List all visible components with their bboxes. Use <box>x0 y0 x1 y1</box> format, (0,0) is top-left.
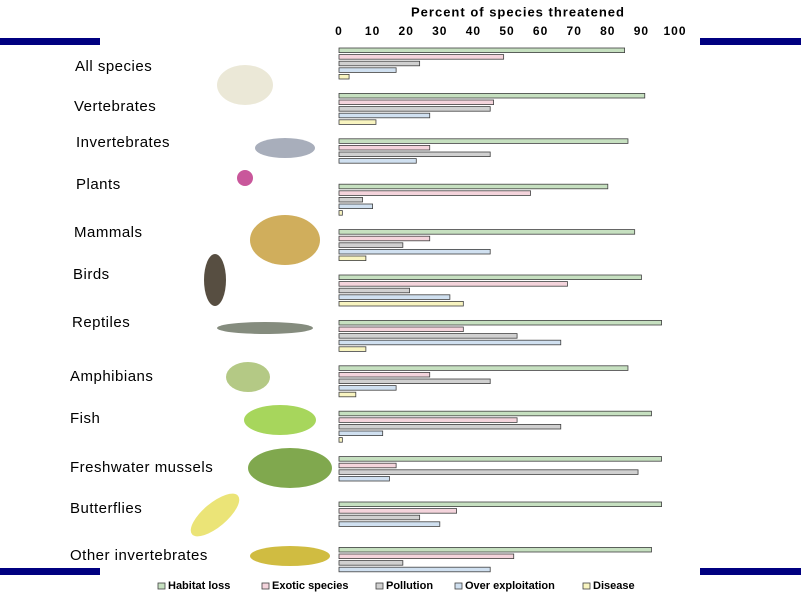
bar <box>338 248 491 255</box>
x-tick-label: 30 <box>432 24 447 38</box>
x-tick-label: 0 <box>335 24 343 38</box>
category-label: Freshwater mussels <box>70 459 213 476</box>
bar <box>338 67 397 73</box>
legend-label: Pollution <box>386 580 433 592</box>
category-label: Birds <box>73 266 110 283</box>
bar <box>338 417 518 423</box>
legend-label: Over exploitation <box>465 580 555 592</box>
x-tick-label: 40 <box>466 24 481 38</box>
category-label: Reptiles <box>72 314 130 331</box>
band <box>0 38 100 45</box>
category-label: Plants <box>76 176 121 193</box>
bar <box>338 294 451 300</box>
category-label: Fish <box>70 410 100 427</box>
category-label: Butterflies <box>70 500 142 517</box>
band <box>700 38 801 45</box>
bar <box>338 274 642 280</box>
category-label: Vertebrates <box>74 98 156 115</box>
legend-swatch <box>582 582 591 590</box>
x-tick-label: 80 <box>600 24 615 38</box>
bar <box>338 391 357 398</box>
bar <box>338 378 491 384</box>
bar <box>338 553 515 559</box>
bar <box>338 501 662 507</box>
x-tick-label: 70 <box>567 24 582 38</box>
bar <box>338 235 431 242</box>
bar <box>338 410 652 417</box>
x-tick-label: 50 <box>499 24 514 38</box>
bar <box>338 138 629 144</box>
bar <box>338 287 410 294</box>
band <box>700 568 801 575</box>
x-tick-label: 90 <box>634 24 649 38</box>
x-tick-label: 10 <box>365 24 380 38</box>
legend-swatch <box>375 582 384 590</box>
legend-label: Habitat loss <box>168 580 230 592</box>
legend-swatch <box>261 582 270 590</box>
bar <box>338 74 350 80</box>
bar <box>338 371 431 378</box>
legend-label: Exotic species <box>272 580 348 592</box>
bar <box>338 93 646 99</box>
bar <box>338 462 397 469</box>
category-label: Other invertebrates <box>70 547 208 564</box>
x-tick-label: 60 <box>533 24 548 38</box>
bar <box>338 508 457 514</box>
bar <box>338 333 518 339</box>
legend-label: Disease <box>593 580 635 592</box>
x-tick-label: 100 <box>663 24 686 38</box>
bar <box>338 203 373 209</box>
category-label: Invertebrates <box>76 134 170 151</box>
bar <box>338 183 609 190</box>
bar <box>338 566 491 573</box>
bar <box>338 99 494 105</box>
bar <box>338 119 377 125</box>
bar <box>338 430 384 436</box>
bar <box>338 423 562 430</box>
bar <box>338 47 626 53</box>
category-label: Mammals <box>74 224 143 241</box>
bar <box>338 281 568 287</box>
bar <box>338 339 562 346</box>
bar <box>338 255 367 261</box>
bar <box>338 547 652 553</box>
category-label: Amphibians <box>70 368 153 385</box>
bar <box>338 60 421 67</box>
bar <box>338 385 397 391</box>
bar <box>338 242 404 248</box>
bar <box>338 560 404 566</box>
bar <box>338 151 491 157</box>
bar <box>338 229 636 235</box>
bar <box>338 319 662 326</box>
category-label: All species <box>75 58 152 75</box>
legend-swatch <box>157 582 166 590</box>
bar <box>338 190 531 196</box>
x-tick-label: 20 <box>399 24 414 38</box>
bar <box>338 521 441 527</box>
bar <box>338 365 629 371</box>
bar <box>338 326 464 332</box>
bar <box>338 456 662 462</box>
bar <box>338 469 639 475</box>
bar <box>338 346 367 352</box>
bar <box>338 106 491 112</box>
illustrations <box>190 65 332 566</box>
band <box>0 568 100 575</box>
bar <box>338 112 431 119</box>
bar <box>338 210 343 216</box>
bar <box>338 475 390 482</box>
bar <box>338 54 505 60</box>
bar <box>338 144 431 151</box>
bar <box>338 300 464 307</box>
bar <box>338 158 417 164</box>
bar <box>338 514 421 521</box>
bar <box>338 196 363 203</box>
bar <box>338 437 343 443</box>
legend-swatch <box>454 582 463 590</box>
chart-title: Percent of species threatened <box>411 4 625 19</box>
